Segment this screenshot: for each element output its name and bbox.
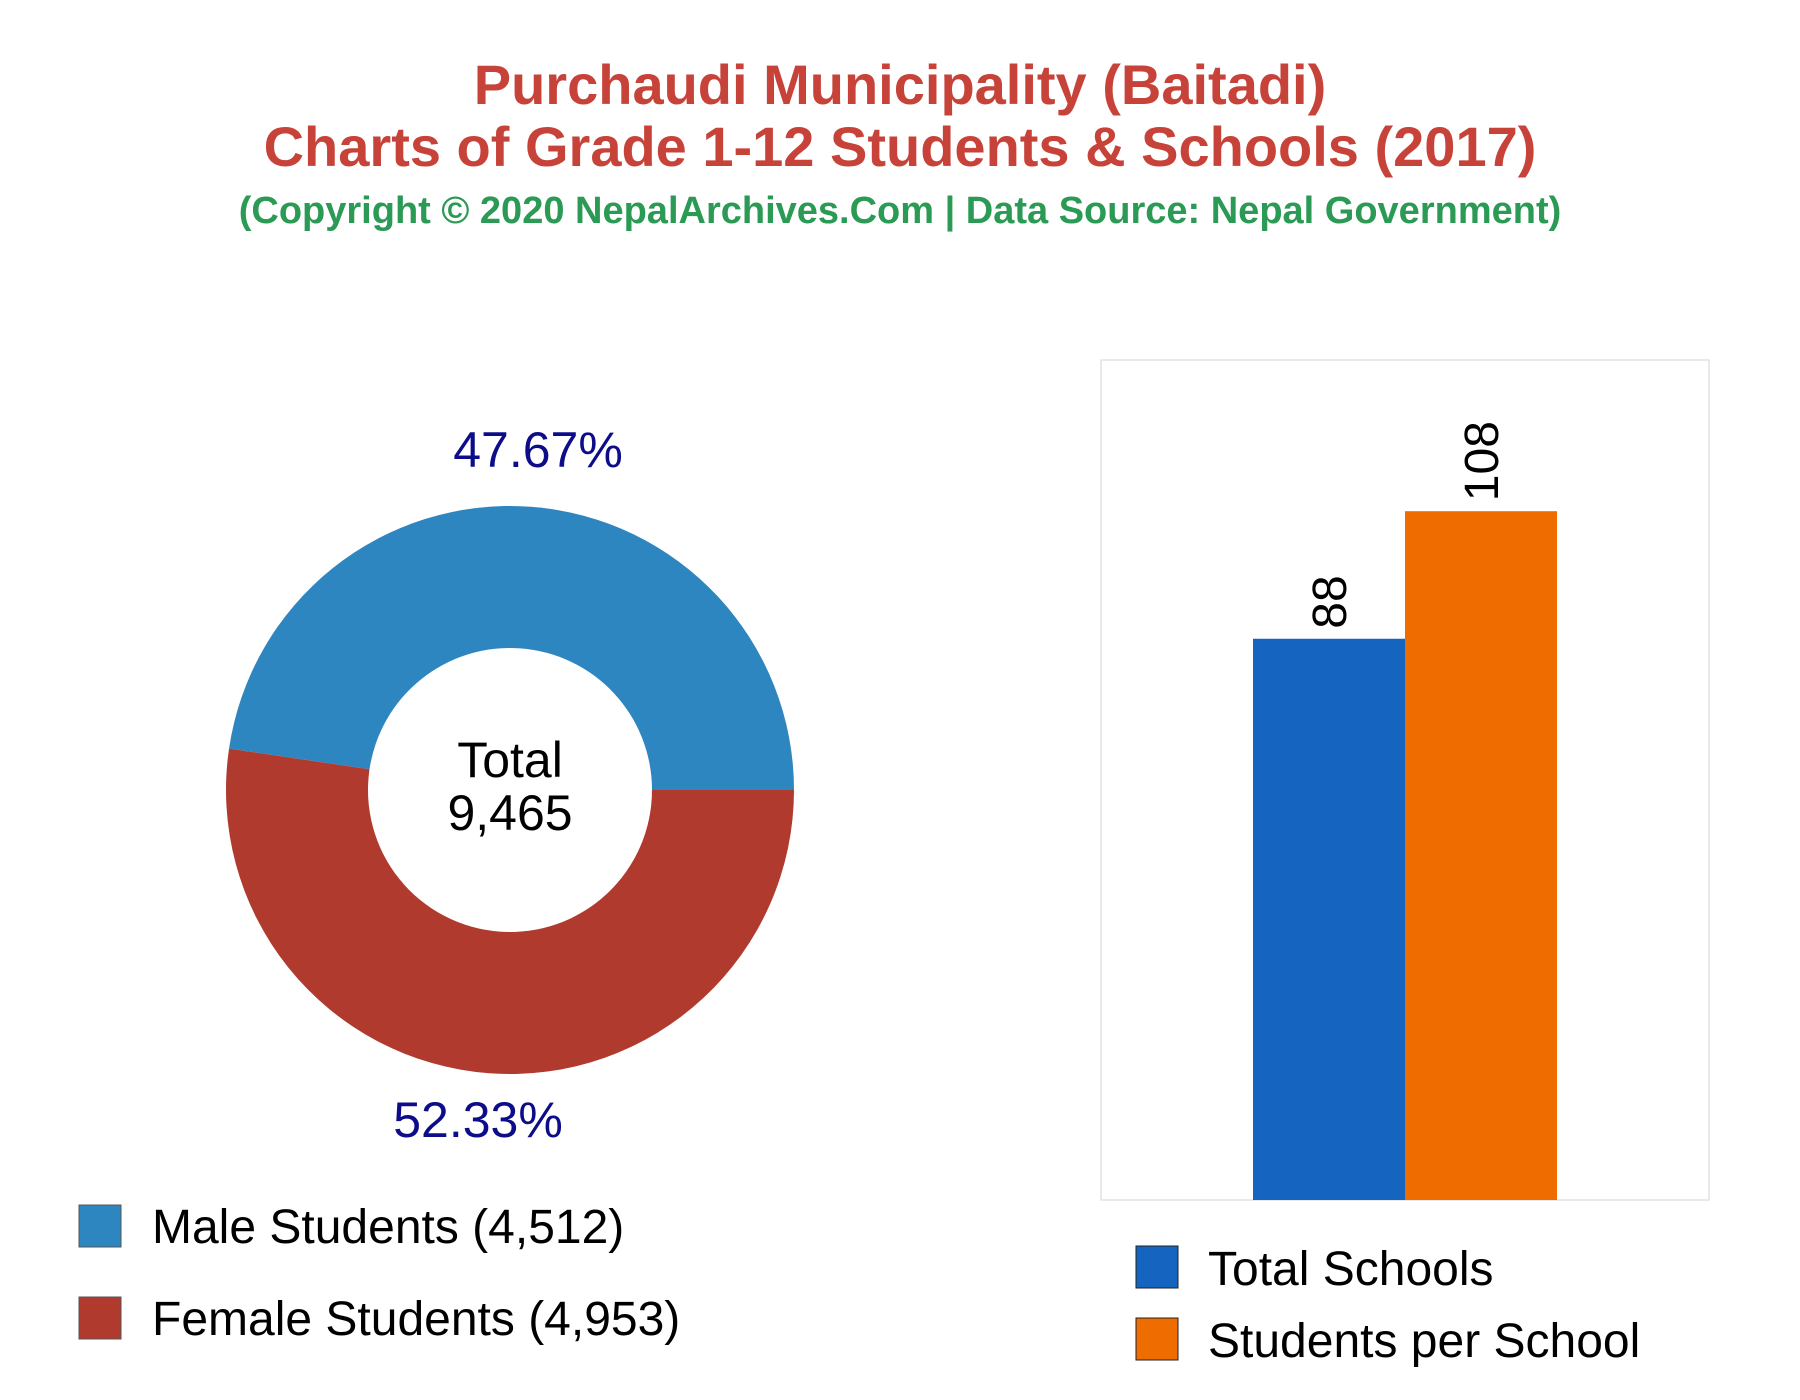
chart-subtitle: (Copyright © 2020 NepalArchives.Com | Da…	[238, 190, 1562, 232]
donut-center-value: 9,465	[447, 785, 572, 841]
donut-slice-female-students	[226, 748, 794, 1074]
legend-swatch-female	[78, 1296, 122, 1340]
donut-chart	[226, 505, 794, 1074]
legend-swatch-students-per-school	[1135, 1317, 1179, 1361]
legend-swatch-total-schools	[1135, 1245, 1179, 1289]
bar-chart: 88 108	[1253, 421, 1557, 1200]
female-percent-label: 52.33%	[393, 1092, 563, 1148]
chart-title-line2: Charts of Grade 1-12 Students & Schools …	[263, 115, 1537, 178]
bar-value-label-total-schools: 88	[1304, 575, 1357, 628]
bar-total-schools	[1253, 638, 1405, 1200]
legend-label-female: Female Students (4,953)	[152, 1293, 680, 1346]
legend-label-total-schools: Total Schools	[1208, 1243, 1494, 1296]
bar-students-per-school	[1405, 511, 1557, 1200]
male-percent-label: 47.67%	[453, 422, 623, 478]
chart-title-line1: Purchaudi Municipality (Baitadi)	[473, 53, 1327, 116]
legend-swatch-male	[78, 1204, 122, 1248]
legend-label-students-per-school: Students per School	[1208, 1315, 1640, 1368]
legend-label-male: Male Students (4,512)	[152, 1201, 624, 1254]
bar-value-label-students-per-school: 108	[1456, 421, 1509, 501]
donut-center-label: Total	[457, 732, 563, 788]
donut-slice-male-students	[229, 505, 794, 790]
